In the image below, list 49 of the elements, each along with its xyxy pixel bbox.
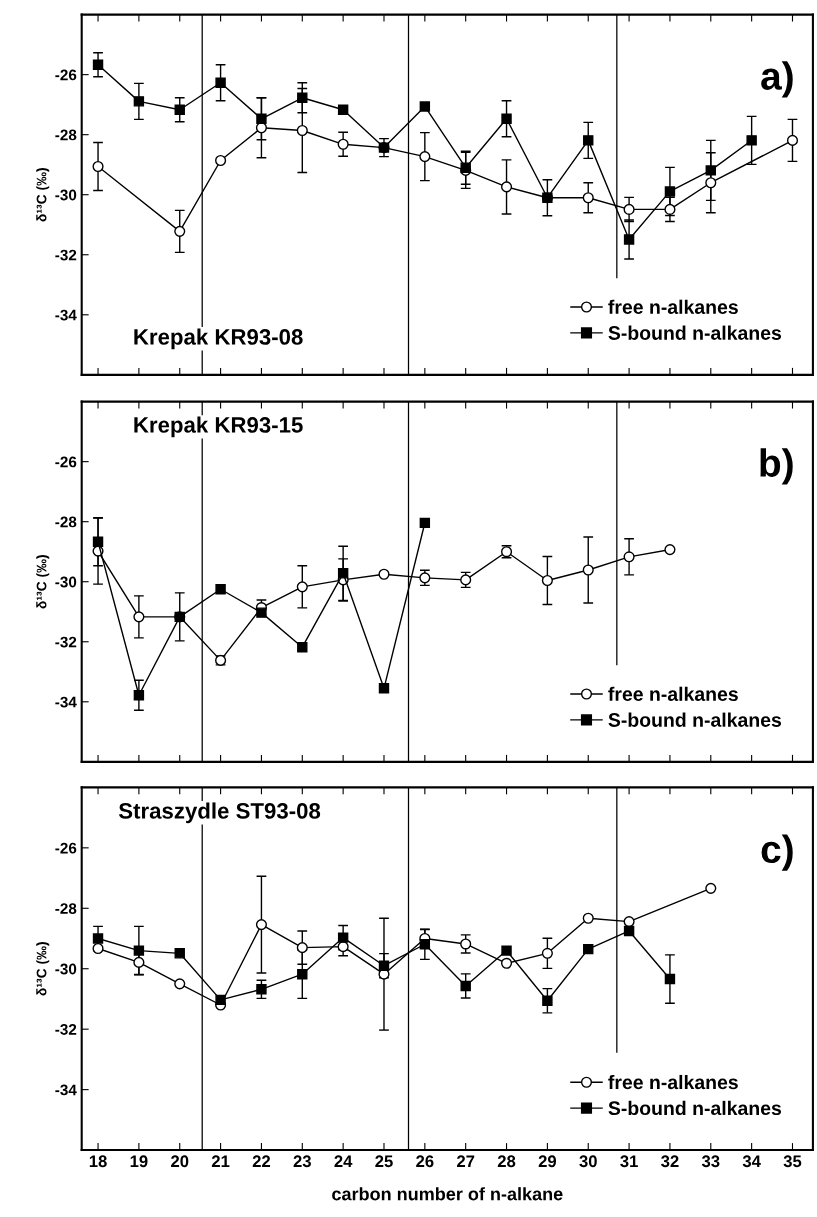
- legend-label: free n-alkanes: [608, 686, 738, 701]
- x-tick-label: 27: [457, 1155, 475, 1167]
- x-tick-label: 30: [579, 1155, 597, 1168]
- y-tick-label: -34: [55, 696, 77, 708]
- x-tick-label: 23: [293, 1155, 311, 1168]
- legend-label: S-bound n-alkanes: [608, 712, 782, 727]
- legend-label: S-bound n-alkanes: [608, 325, 782, 340]
- y-tick-label: -32: [55, 636, 77, 648]
- x-tick-label: 20: [171, 1155, 189, 1168]
- x-tick-label: 26: [416, 1155, 434, 1168]
- y-axis-title: δ¹³C (‰): [36, 942, 50, 996]
- x-tick-label: 35: [783, 1155, 802, 1168]
- y-tick-label: -26: [55, 842, 77, 854]
- y-tick-label: -34: [55, 309, 77, 321]
- annotation: Straszydle ST93-08: [118, 802, 321, 824]
- legend-label: free n-alkanes: [608, 1074, 738, 1090]
- x-tick-label: 28: [497, 1155, 516, 1168]
- y-tick-label: -28: [55, 903, 77, 914]
- x-tick-label: 32: [661, 1155, 679, 1168]
- legend-label: free n-alkanes: [608, 299, 738, 314]
- y-tick-label: -30: [55, 963, 77, 975]
- legend-label: S-bound n-alkanes: [608, 1100, 782, 1116]
- y-tick-label: -28: [55, 516, 77, 528]
- x-tick-label: 34: [742, 1155, 761, 1168]
- y-tick-label: -32: [55, 249, 77, 261]
- annotation: Krepak KR93-08: [134, 328, 303, 350]
- x-tick-label: 18: [89, 1155, 107, 1168]
- y-tick-label: -32: [55, 1024, 77, 1035]
- x-axis-title: carbon number of n-alkane: [332, 1187, 563, 1201]
- x-tick-label: 24: [334, 1155, 353, 1167]
- y-tick-label: -26: [55, 69, 77, 81]
- annotation: c): [761, 834, 793, 871]
- x-tick-label: 31: [620, 1155, 638, 1168]
- annotation: a): [761, 61, 793, 98]
- x-tick-label: 29: [538, 1155, 557, 1168]
- y-axis-title: δ¹³C (‰): [36, 168, 50, 222]
- x-tick-label: 21: [211, 1155, 230, 1167]
- x-tick-label: 22: [252, 1155, 271, 1167]
- y-tick-label: -34: [55, 1084, 77, 1096]
- x-tick-label: 19: [130, 1155, 148, 1168]
- y-axis-title: δ¹³C (‰): [36, 555, 50, 609]
- y-tick-label: -26: [55, 456, 77, 468]
- y-tick-label: -30: [55, 189, 77, 201]
- x-tick-label: 33: [701, 1155, 720, 1168]
- y-tick-label: -30: [55, 576, 77, 588]
- y-tick-label: -28: [55, 129, 77, 141]
- annotation: b): [760, 448, 793, 485]
- x-tick-label: 25: [375, 1155, 393, 1168]
- annotation: Krepak KR93-15: [134, 416, 303, 438]
